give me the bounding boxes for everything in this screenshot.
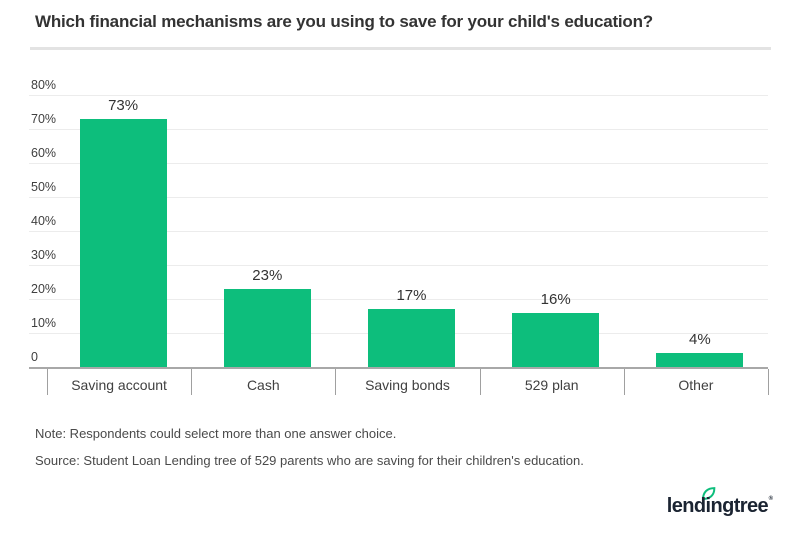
gridline	[29, 231, 768, 232]
category-label: Saving bonds	[365, 377, 450, 393]
bar-529-plan	[512, 312, 600, 367]
logo-wordmark: lendingtree	[666, 495, 769, 517]
y-axis-label: 80%	[31, 78, 57, 92]
x-axis-tick	[479, 369, 481, 395]
note-text: Note: Respondents could select more than…	[35, 426, 397, 441]
bar-value-label: 23%	[252, 266, 283, 284]
x-axis-line	[29, 367, 768, 369]
y-axis-label: 70%	[31, 112, 57, 126]
gridline	[29, 265, 768, 266]
gridline	[29, 299, 768, 300]
x-axis-tick	[335, 369, 337, 395]
chart-title: Which financial mechanisms are you using…	[35, 12, 653, 31]
y-axis-label: 30%	[31, 248, 57, 262]
y-axis-label: 40%	[31, 214, 57, 228]
x-axis-tick	[191, 369, 193, 395]
x-axis-tick	[623, 369, 625, 395]
y-axis-label: 60%	[31, 146, 57, 160]
plot-area: 80% 70% 60% 50% 40% 30% 20% 10% 0 73% Saving accou…	[29, 78, 769, 410]
category-label: Saving account	[71, 377, 167, 393]
bar-saving-account	[79, 118, 167, 367]
lendingtree-logo: lendingtree ®	[634, 486, 774, 528]
y-axis-label: 0	[31, 350, 38, 364]
y-axis-label: 50%	[31, 180, 57, 194]
x-axis-tick	[768, 369, 769, 395]
logo-trademark: ®	[768, 496, 773, 502]
gridline	[29, 163, 768, 164]
x-axis-tick	[47, 369, 48, 395]
bar-saving-bonds	[368, 309, 455, 367]
source-text: Source: Student Loan Lending tree of 529…	[35, 453, 584, 468]
category-label: Other	[678, 377, 714, 393]
leaf-path	[702, 487, 716, 500]
bar-other	[656, 353, 744, 367]
y-axis-label: 10%	[31, 316, 57, 330]
leaf-icon	[702, 487, 716, 500]
bar-cash	[223, 288, 311, 367]
category-label: Cash	[246, 377, 280, 393]
bar-value-label: 4%	[689, 331, 711, 349]
bar-value-label: 17%	[396, 287, 427, 305]
bar-value-label: 73%	[108, 96, 139, 114]
title-divider	[30, 47, 771, 50]
gridline	[29, 129, 768, 130]
y-axis-label: 20%	[31, 282, 57, 296]
gridline	[29, 95, 768, 96]
category-label: 529 plan	[524, 377, 579, 393]
gridline	[29, 197, 768, 198]
bar-value-label: 16%	[540, 290, 571, 308]
